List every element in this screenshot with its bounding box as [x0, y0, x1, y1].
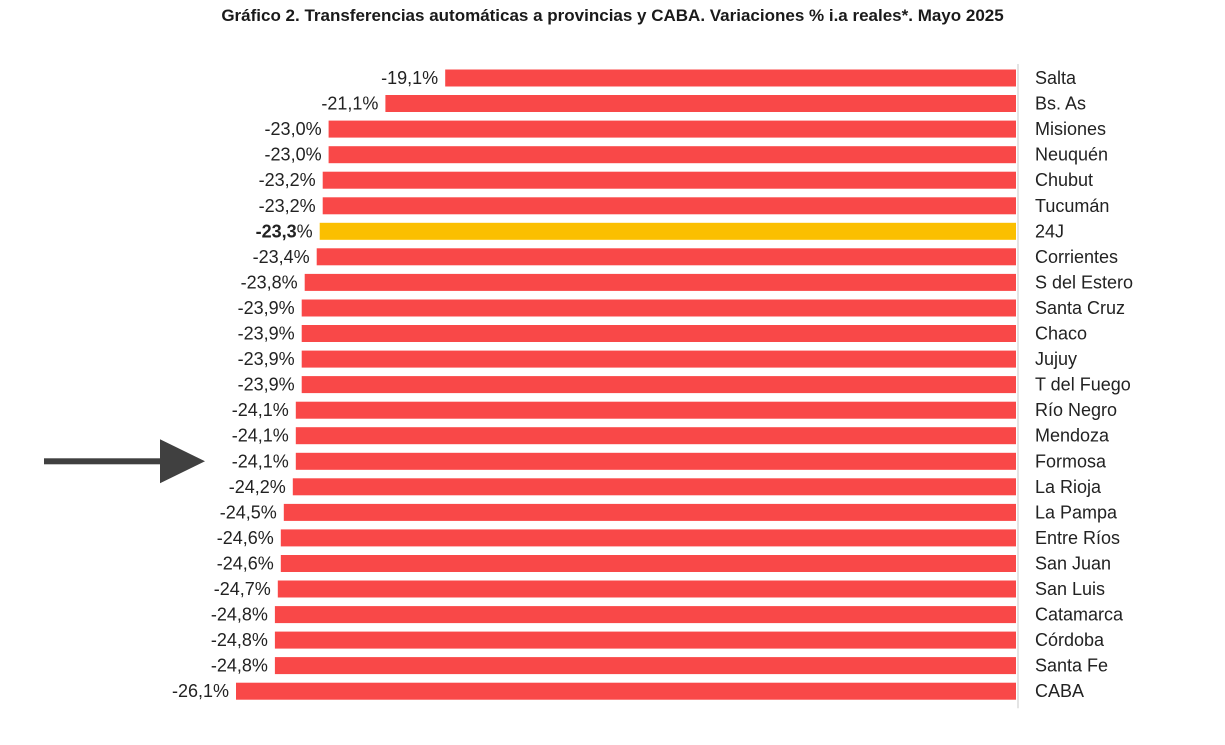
value-label-7: -23,4%: [253, 247, 310, 267]
value-label-8: -23,8%: [241, 272, 298, 292]
category-label-8: S del Estero: [1035, 272, 1133, 292]
bar-15: [295, 452, 1016, 470]
category-label-21: Catamarca: [1035, 605, 1124, 625]
bar-9: [301, 299, 1016, 317]
bar-13: [295, 401, 1016, 419]
value-label-15: -24,1%: [232, 451, 289, 471]
bar-1: [385, 95, 1016, 112]
category-label-0: Salta: [1035, 68, 1077, 88]
value-label-0: -19,1%: [381, 68, 438, 88]
value-label-14: -24,1%: [232, 426, 289, 446]
bar-4: [322, 171, 1016, 189]
category-label-12: T del Fuego: [1035, 375, 1131, 395]
bar-14: [295, 427, 1016, 445]
bar-5: [322, 197, 1016, 215]
value-label-23: -24,8%: [211, 656, 268, 676]
value-label-20: -24,7%: [214, 579, 271, 599]
bar-21: [274, 606, 1016, 624]
value-label-12: -23,9%: [238, 375, 295, 395]
bars-layer: [236, 69, 1017, 700]
bar-2: [328, 120, 1017, 138]
value-label-2: -23,0%: [265, 119, 322, 139]
bar-24: [236, 682, 1016, 700]
value-label-13: -24,1%: [232, 400, 289, 420]
category-label-14: Mendoza: [1035, 426, 1110, 446]
labels-layer: -19,1% Salta -21,1% Bs. As -23,0% Misiones -23…: [172, 68, 1133, 701]
value-label-9: -23,9%: [238, 298, 295, 318]
category-label-3: Neuquén: [1035, 145, 1108, 165]
value-label-11: -23,9%: [238, 349, 295, 369]
category-label-20: San Luis: [1035, 579, 1105, 599]
bar-11: [301, 350, 1016, 368]
bar-20: [277, 580, 1016, 598]
category-label-23: Santa Fe: [1035, 656, 1108, 676]
bar-8: [304, 273, 1016, 291]
chart-title: Gráfico 2. Transferencias automáticas a …: [221, 6, 1004, 25]
bar-0: [445, 69, 1016, 87]
value-label-17: -24,5%: [220, 502, 277, 522]
category-label-4: Chubut: [1035, 170, 1093, 190]
value-label-16: -24,2%: [229, 477, 286, 497]
bar-6: [319, 222, 1016, 240]
value-label-19: -24,6%: [217, 554, 274, 574]
category-label-15: Formosa: [1035, 451, 1107, 471]
bar-19: [280, 555, 1016, 572]
bar-22: [274, 631, 1016, 649]
value-label-5: -23,2%: [259, 196, 316, 216]
bar-7: [316, 248, 1016, 266]
category-label-9: Santa Cruz: [1035, 298, 1125, 318]
category-label-10: Chaco: [1035, 324, 1087, 344]
category-label-6: 24J: [1035, 221, 1064, 241]
category-label-13: Río Negro: [1035, 400, 1117, 420]
value-label-6: -23,3%: [256, 221, 313, 241]
category-label-7: Corrientes: [1035, 247, 1118, 267]
value-label-1: -21,1%: [321, 94, 378, 114]
bar-18: [280, 529, 1016, 547]
category-label-2: Misiones: [1035, 119, 1106, 139]
category-label-11: Jujuy: [1035, 349, 1077, 369]
annotation-arrow: [44, 439, 205, 484]
category-label-16: La Rioja: [1035, 477, 1102, 497]
category-label-19: San Juan: [1035, 554, 1111, 574]
category-label-17: La Pampa: [1035, 502, 1118, 522]
arrow-shaft: [44, 458, 162, 465]
bar-17: [283, 503, 1016, 521]
bar-16: [292, 478, 1016, 496]
bar-23: [274, 657, 1016, 675]
value-label-24: -26,1%: [172, 681, 229, 701]
value-label-3: -23,0%: [265, 145, 322, 165]
category-label-24: CABA: [1035, 681, 1084, 701]
bar-10: [301, 325, 1016, 342]
value-label-21: -24,8%: [211, 605, 268, 625]
category-label-5: Tucumán: [1035, 196, 1109, 216]
value-label-10: -23,9%: [238, 324, 295, 344]
value-label-22: -24,8%: [211, 630, 268, 650]
bar-12: [301, 376, 1016, 394]
bar-3: [328, 146, 1017, 164]
category-label-18: Entre Ríos: [1035, 528, 1120, 548]
arrow-head-icon: [160, 439, 205, 484]
category-label-1: Bs. As: [1035, 94, 1086, 114]
value-label-18: -24,6%: [217, 528, 274, 548]
category-label-22: Córdoba: [1035, 630, 1105, 650]
value-label-4: -23,2%: [259, 170, 316, 190]
